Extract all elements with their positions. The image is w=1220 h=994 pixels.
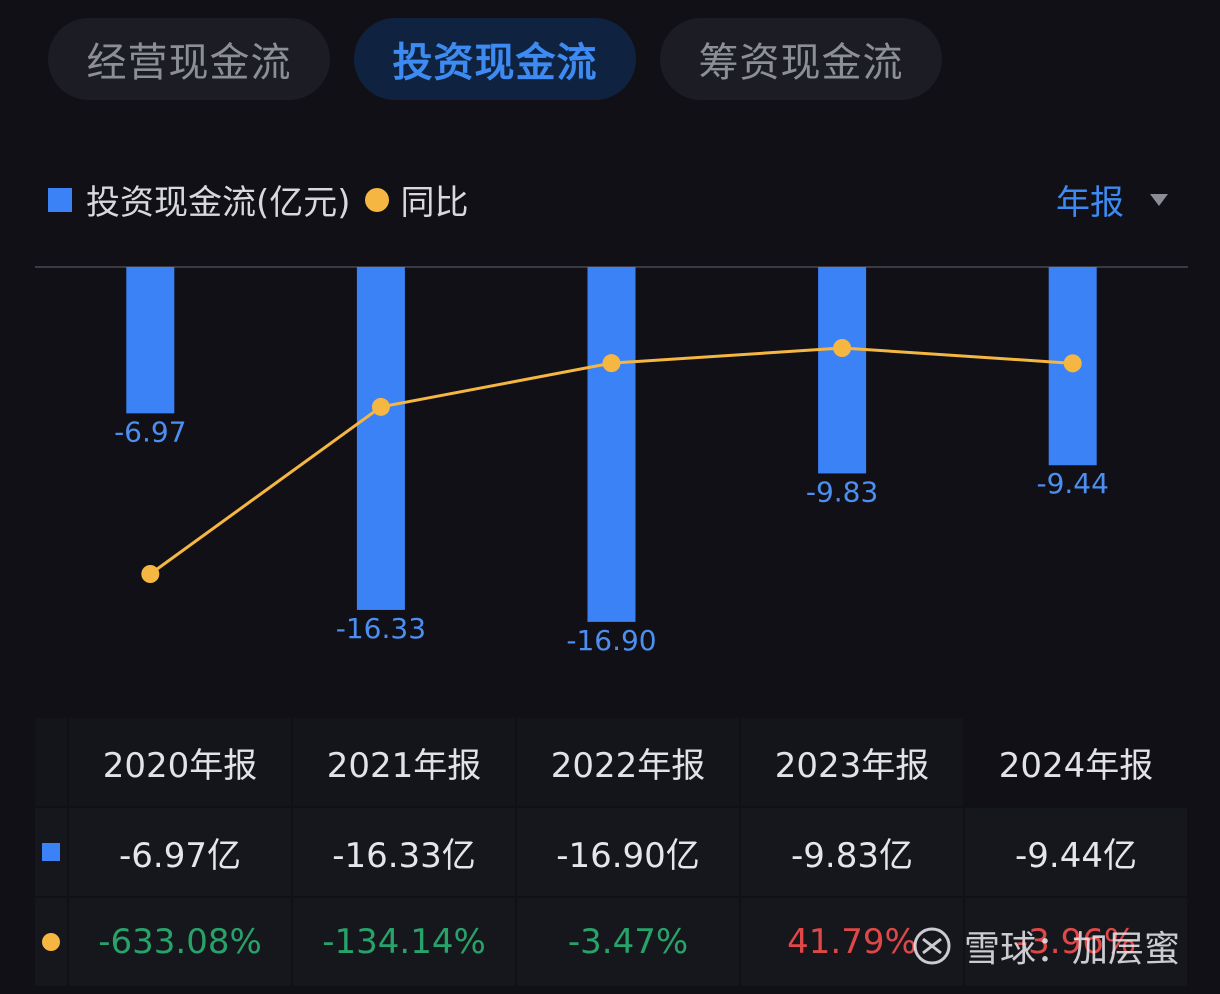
bar-2022年报 — [587, 267, 636, 622]
yoy-marker-cell — [35, 898, 67, 986]
bar-legend-label: 投资现金流(亿元) — [86, 183, 351, 223]
bar-value-label: -9.83 — [806, 475, 878, 508]
table-cell-value: -16.90亿 — [517, 808, 739, 896]
table-cell-yoy: -633.08% — [69, 898, 291, 986]
bar-2020年报 — [126, 267, 175, 414]
yoy-point-2023年报 — [833, 339, 852, 357]
table-row-values: -6.97亿 -16.33亿 -16.90亿 -9.83亿 -9.44亿 — [35, 808, 1187, 896]
bar-legend-square-icon — [48, 187, 72, 212]
chart-legend: 投资现金流(亿元) 同比 — [48, 175, 469, 224]
table-header-row: 2020年报 2021年报 2022年报 2023年报 2024年报 — [35, 718, 1187, 806]
bar-value-label: -16.33 — [336, 612, 426, 645]
watermark: 雪球：加层蜜 — [912, 920, 1180, 972]
table-header-cell: 2021年报 — [293, 718, 515, 806]
cashflow-tabs: 经营现金流 投资现金流 筹资现金流 — [48, 18, 942, 100]
bar-2021年报 — [356, 267, 405, 610]
bar-square-icon — [42, 843, 60, 861]
table-cell-value: -9.83亿 — [741, 808, 963, 896]
snowball-logo-icon — [913, 927, 951, 965]
yoy-point-2021年报 — [371, 397, 390, 416]
bar-value-label: -16.90 — [566, 624, 656, 657]
line-legend-dot-icon — [364, 187, 389, 212]
line-legend-label: 同比 — [400, 183, 469, 223]
yoy-point-2022年报 — [602, 354, 621, 373]
bar-value-label: -9.44 — [1036, 467, 1108, 500]
bar-value-label: -6.97 — [114, 415, 186, 448]
table-header-cell: 2024年报 — [965, 718, 1187, 806]
tab-investing-cashflow[interactable]: 投资现金流 — [354, 18, 636, 100]
table-cell-yoy: -3.96% — [965, 898, 1187, 986]
yoy-point-2020年报 — [141, 565, 160, 583]
data-table: 2020年报 2021年报 2022年报 2023年报 2024年报 -6.97… — [35, 718, 1187, 988]
tab-financing-cashflow[interactable]: 筹资现金流 — [660, 18, 942, 100]
tab-operating-cashflow[interactable]: 经营现金流 — [48, 18, 330, 100]
bar-2023年报 — [818, 267, 867, 474]
table-header-cell: 2023年报 — [741, 718, 963, 806]
yoy-point-2024年报 — [1063, 354, 1082, 373]
line-dot-icon — [42, 933, 60, 951]
table-header-cell: 2022年报 — [517, 718, 739, 806]
table-cell-value: -9.44亿 — [965, 808, 1187, 896]
watermark-text: 雪球：加层蜜 — [963, 929, 1180, 970]
caret-down-icon — [1150, 193, 1168, 206]
values-marker-cell — [35, 808, 67, 896]
header-marker-cell — [35, 718, 67, 806]
cashflow-chart: -6.97 -16.33 -16.90 -9.83 -9.44 — [35, 266, 1188, 657]
table-cell-value: -16.33亿 — [293, 808, 515, 896]
period-selector-label: 年报 — [1056, 183, 1124, 223]
table-cell-value: -6.97亿 — [69, 808, 291, 896]
table-cell-yoy: -134.14% — [293, 898, 515, 986]
period-selector[interactable]: 年报 — [1056, 175, 1168, 224]
table-cell-yoy: -3.47% — [517, 898, 739, 986]
table-row-yoy: -633.08% -134.14% -3.47% 41.79% -3.96% — [35, 898, 1187, 986]
table-header-cell: 2020年报 — [69, 718, 291, 806]
